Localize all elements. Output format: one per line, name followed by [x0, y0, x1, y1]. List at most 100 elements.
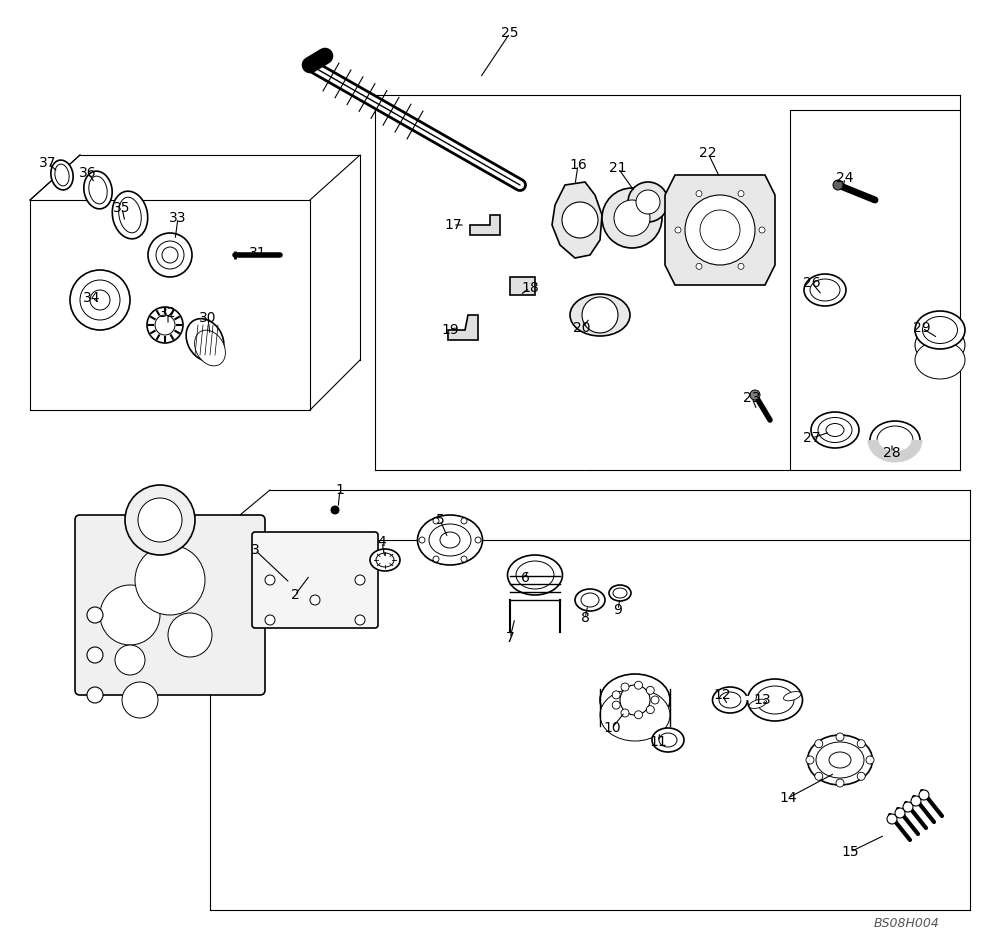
Text: 7: 7 — [506, 631, 514, 645]
Circle shape — [621, 683, 629, 691]
Text: 28: 28 — [883, 446, 901, 460]
Circle shape — [433, 556, 439, 562]
Ellipse shape — [370, 549, 400, 571]
Ellipse shape — [418, 515, 482, 565]
Text: 18: 18 — [521, 281, 539, 295]
FancyBboxPatch shape — [252, 532, 378, 628]
Text: 24: 24 — [836, 171, 854, 185]
Circle shape — [612, 702, 620, 709]
Circle shape — [90, 290, 110, 310]
Circle shape — [115, 645, 145, 675]
Circle shape — [461, 518, 467, 524]
Ellipse shape — [119, 197, 141, 233]
Circle shape — [815, 773, 823, 780]
Circle shape — [612, 691, 620, 699]
Polygon shape — [470, 215, 500, 235]
Ellipse shape — [508, 555, 562, 595]
Circle shape — [738, 191, 744, 196]
Circle shape — [433, 518, 439, 524]
Circle shape — [919, 790, 929, 800]
Ellipse shape — [756, 686, 794, 714]
Circle shape — [857, 773, 865, 780]
Ellipse shape — [784, 691, 801, 701]
Circle shape — [168, 613, 212, 657]
Circle shape — [866, 756, 874, 764]
Text: 20: 20 — [573, 321, 591, 335]
Text: 37: 37 — [39, 156, 57, 170]
Circle shape — [836, 779, 844, 787]
Text: 33: 33 — [169, 211, 187, 225]
Circle shape — [646, 705, 654, 714]
Text: 17: 17 — [444, 218, 462, 232]
Text: 23: 23 — [743, 391, 761, 405]
Ellipse shape — [659, 733, 677, 747]
Circle shape — [138, 498, 182, 542]
Ellipse shape — [55, 164, 69, 186]
Ellipse shape — [516, 561, 554, 589]
Ellipse shape — [749, 700, 766, 708]
Circle shape — [887, 814, 897, 824]
Circle shape — [100, 585, 160, 645]
Ellipse shape — [429, 524, 471, 556]
Ellipse shape — [915, 311, 965, 349]
Ellipse shape — [818, 417, 852, 443]
Circle shape — [836, 733, 844, 741]
Circle shape — [602, 188, 662, 248]
Ellipse shape — [816, 742, 864, 778]
Circle shape — [903, 802, 913, 812]
Circle shape — [833, 180, 843, 190]
Text: 11: 11 — [649, 735, 667, 749]
Ellipse shape — [600, 674, 670, 726]
Text: 14: 14 — [779, 791, 797, 805]
Circle shape — [419, 537, 425, 543]
Text: 30: 30 — [199, 311, 217, 325]
Circle shape — [122, 682, 158, 718]
Ellipse shape — [600, 689, 670, 741]
Text: 13: 13 — [753, 693, 771, 707]
Circle shape — [265, 575, 275, 585]
Circle shape — [331, 506, 339, 514]
Circle shape — [461, 556, 467, 562]
Text: 3: 3 — [251, 543, 259, 557]
Text: 5: 5 — [436, 513, 444, 527]
Text: 6: 6 — [521, 571, 529, 585]
Ellipse shape — [89, 176, 107, 204]
Circle shape — [895, 808, 905, 818]
Circle shape — [355, 615, 365, 625]
Ellipse shape — [609, 585, 631, 601]
Circle shape — [651, 696, 659, 704]
Circle shape — [750, 390, 760, 400]
Text: 10: 10 — [603, 721, 621, 735]
Circle shape — [857, 739, 865, 748]
Ellipse shape — [581, 593, 599, 607]
Ellipse shape — [613, 588, 627, 598]
Circle shape — [148, 233, 192, 277]
Ellipse shape — [570, 294, 630, 336]
Text: 32: 32 — [159, 306, 177, 320]
Circle shape — [815, 739, 823, 748]
Ellipse shape — [712, 687, 748, 713]
Text: 27: 27 — [803, 431, 821, 445]
Ellipse shape — [51, 160, 73, 190]
Ellipse shape — [915, 341, 965, 379]
Circle shape — [147, 307, 183, 343]
Circle shape — [87, 607, 103, 623]
Text: 1: 1 — [336, 483, 344, 497]
Circle shape — [135, 545, 205, 615]
Text: 19: 19 — [441, 323, 459, 337]
Ellipse shape — [186, 319, 224, 361]
Circle shape — [125, 485, 195, 555]
Text: 9: 9 — [614, 603, 622, 617]
Ellipse shape — [195, 330, 225, 366]
Ellipse shape — [748, 679, 802, 721]
Polygon shape — [552, 182, 602, 258]
Circle shape — [634, 682, 642, 689]
Circle shape — [310, 595, 320, 605]
Circle shape — [675, 227, 681, 233]
Text: BS08H004: BS08H004 — [874, 917, 940, 930]
Circle shape — [911, 796, 921, 806]
Circle shape — [636, 190, 660, 214]
Text: 31: 31 — [249, 246, 267, 260]
Polygon shape — [665, 175, 775, 285]
Circle shape — [806, 756, 814, 764]
